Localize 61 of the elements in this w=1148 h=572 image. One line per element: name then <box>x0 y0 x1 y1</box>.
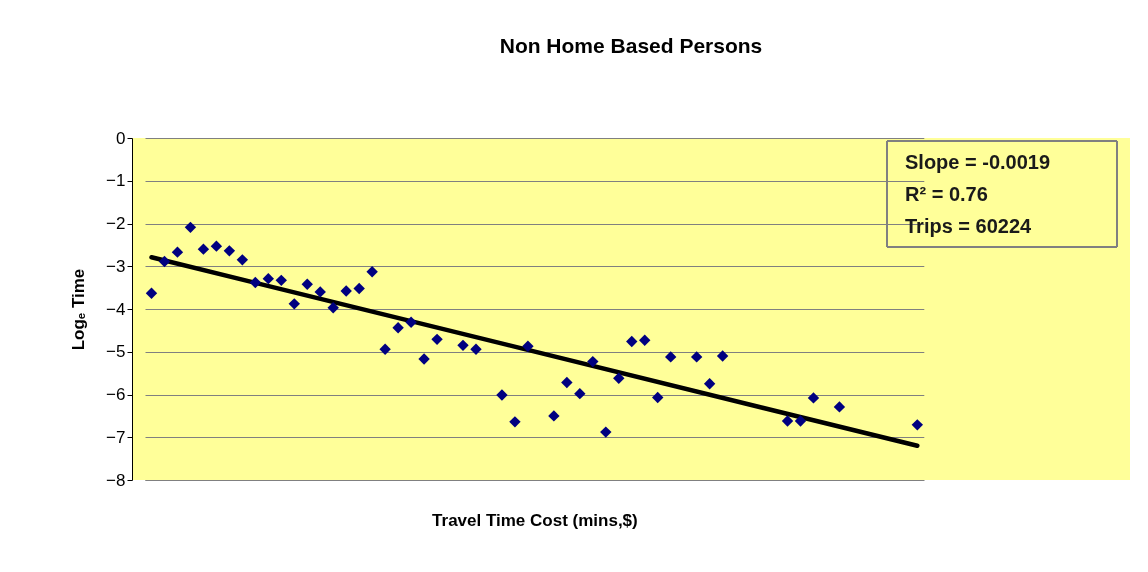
annotation: Trips = 60224 <box>905 215 1033 237</box>
point <box>262 272 275 285</box>
annotation: R² = 0.76 <box>905 183 988 205</box>
point <box>548 410 560 422</box>
point <box>716 350 729 362</box>
point <box>353 282 365 295</box>
annotation: Slope = -0.0019 <box>905 151 1051 173</box>
y-tick-label: −2 <box>106 214 126 233</box>
y-tick-label: −1 <box>106 171 126 191</box>
point <box>327 302 339 314</box>
y-tick-label: 0 <box>116 128 126 148</box>
point <box>574 387 586 400</box>
point <box>145 287 158 299</box>
point <box>496 389 508 401</box>
point <box>911 419 924 431</box>
point <box>690 351 703 363</box>
point <box>600 426 612 438</box>
point <box>379 343 391 355</box>
point <box>470 343 482 355</box>
point <box>158 255 171 268</box>
point <box>794 415 807 427</box>
point <box>236 254 249 266</box>
point <box>392 322 404 334</box>
point <box>288 298 300 310</box>
point <box>639 334 651 346</box>
point <box>340 285 352 297</box>
point <box>509 416 521 428</box>
point <box>587 355 599 368</box>
y-tick-label: −3 <box>106 256 126 276</box>
point <box>652 391 664 404</box>
point <box>431 333 443 346</box>
point <box>275 274 287 287</box>
point <box>418 353 430 365</box>
point <box>626 335 638 348</box>
point <box>314 286 326 298</box>
point <box>210 240 223 252</box>
point <box>366 266 378 278</box>
point <box>664 351 677 363</box>
point <box>184 221 197 234</box>
point <box>405 316 417 328</box>
point <box>833 401 846 413</box>
point <box>223 245 236 257</box>
point <box>522 340 534 352</box>
y-tick-label: −5 <box>106 342 126 362</box>
y-axis-title: Logₑ Time <box>69 268 89 351</box>
y-tick-label: −4 <box>106 299 126 319</box>
point <box>171 246 184 258</box>
point <box>613 372 625 384</box>
chart-title: Non Home Based Persons <box>499 34 763 57</box>
point <box>301 278 313 290</box>
point <box>457 339 469 352</box>
point <box>561 376 573 389</box>
point <box>197 243 210 255</box>
point <box>807 392 820 404</box>
point <box>703 378 716 390</box>
x-axis-title: Travel Time Cost (mins,$) <box>432 510 638 530</box>
y-tick-label: −7 <box>106 427 126 447</box>
y-tick-label: −6 <box>106 385 126 404</box>
y-tick-label: −8 <box>106 470 126 490</box>
point <box>249 276 262 289</box>
point <box>781 415 794 427</box>
